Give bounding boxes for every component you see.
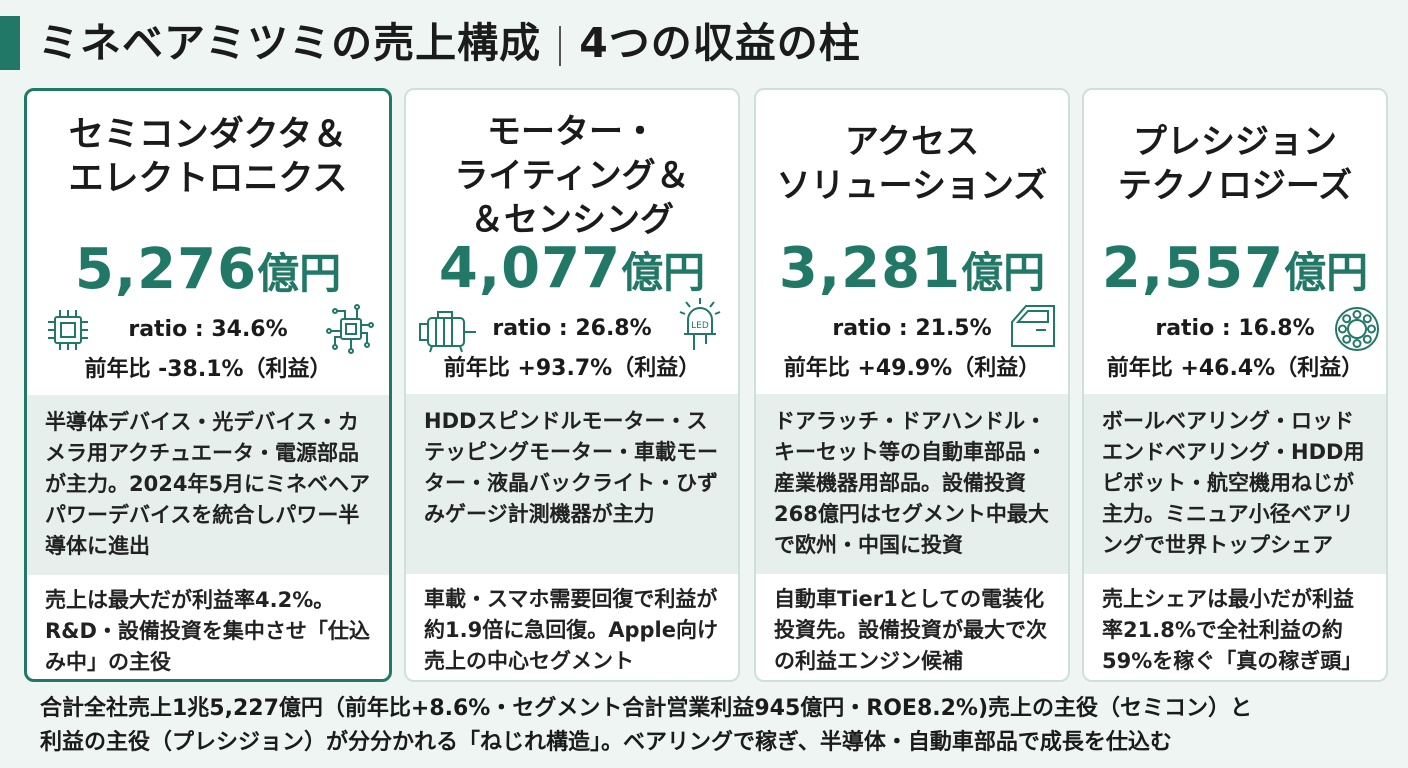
segment-revenue-unit: 億円 (1284, 248, 1369, 297)
car-door-icon (1008, 302, 1058, 350)
segment-profit-yoy: 前年比 +46.4%（利益） (1106, 356, 1364, 381)
segment-revenue-amount: 2,557 (1101, 236, 1285, 301)
segment-ratio: ratio : 16.8% (1155, 316, 1315, 341)
segment-revenue: 4,077億円 (406, 236, 738, 301)
segment-description: HDDスピンドルモーター・ステッピングモーター・車載モーター・液晶バックライト・… (406, 394, 738, 574)
segment-card-precision: プレシジョン テクノロジーズ 2,557億円 ratio : 16.8% 前年比… (1082, 88, 1388, 682)
segment-revenue-amount: 5,276 (74, 237, 258, 302)
segment-description: ドアラッチ・ドアハンドル・キーセット等の自動車部品・産業機器用部品。設備投資26… (756, 394, 1068, 574)
title-accent-bar (0, 16, 20, 70)
segment-name: プレシジョン テクノロジーズ (1117, 122, 1353, 206)
segment-description: ボールベアリング・ロッドエンドベアリング・HDD用ピボット・航空機用ねじが主力。… (1084, 394, 1386, 574)
led-icon: LED (676, 296, 724, 352)
motor-icon (416, 310, 480, 354)
page-title: ミネベアミツミの売上構成 4つの収益の柱 (38, 12, 861, 74)
segment-card-access: アクセス ソリューションズ 3,281億円 ratio : 21.5% 前年比 … (754, 88, 1070, 682)
segment-profit-yoy: 前年比 +93.7%（利益） (443, 356, 701, 381)
segment-revenue-unit: 億円 (257, 249, 342, 298)
segment-note: 車載・スマホ需要回復で利益が約1.9倍に急回復。Apple向け売上の中心セグメン… (424, 587, 718, 673)
segment-ratio: ratio : 21.5% (832, 316, 992, 341)
page-title-sub: 4つの収益の柱 (579, 19, 861, 67)
segment-revenue: 3,281億円 (756, 236, 1068, 301)
segment-name: アクセス ソリューションズ (776, 122, 1048, 206)
summary-footer: 合計全社売上1兆5,227億円（前年比+8.6%・セグメント合計営業利益945億… (40, 692, 1380, 760)
segment-revenue: 5,276億円 (27, 237, 389, 302)
segment-revenue-amount: 3,281 (778, 236, 962, 301)
segment-profit-yoy: 前年比 +49.9%（利益） (783, 356, 1041, 381)
segment-card-motor: モーター・ ライティング＆ ＆センシング 4,077億円 LED ratio :… (404, 88, 740, 682)
bearing-icon (1334, 306, 1380, 352)
segment-ratio: ratio : 26.8% (492, 316, 652, 341)
page-title-main: ミネベアミツミの売上構成 (38, 19, 542, 67)
circuit-icon (325, 303, 377, 355)
segment-card-semiconductor: セミコンダクタ＆ エレクトロニクス 5,276億円 ratio : 34.6% … (24, 88, 392, 682)
title-separator (559, 26, 562, 66)
chip-icon (45, 307, 91, 353)
segment-note: 売上は最大だが利益率4.2%。R&D・設備投資を集中させ「仕込み中」の主役 (45, 588, 370, 674)
segment-revenue: 2,557億円 (1084, 236, 1386, 301)
led-label: LED (691, 321, 709, 331)
segment-revenue-unit: 億円 (961, 248, 1046, 297)
summary-line-1: 合計全社売上1兆5,227億円（前年比+8.6%・セグメント合計営業利益945億… (40, 696, 1253, 721)
segment-name: モーター・ ライティング＆ ＆センシング (454, 112, 690, 240)
segment-revenue-unit: 億円 (621, 248, 706, 297)
summary-line-2: 利益の主役（プレシジョン）が分分かれる「ねじれ構造」。ベアリングで稼ぎ、半導体・… (40, 730, 1172, 755)
segment-description: 半導体デバイス・光デバイス・カメラ用アクチュエータ・電源部品が主力。2024年5… (27, 395, 389, 575)
segment-ratio: ratio : 34.6% (128, 317, 288, 342)
segment-note: 自動車Tier1としての電装化投資先。設備投資が最大で次の利益エンジン候補 (774, 587, 1047, 673)
segment-profit-yoy: 前年比 -38.1%（利益） (84, 357, 332, 382)
segment-name: セミコンダクタ＆ エレクトロニクス (68, 115, 348, 199)
segment-note: 売上シェアは最小だが利益率21.8%で全社利益の約59%を稼ぐ「真の稼ぎ頭」 (1102, 587, 1363, 673)
segment-revenue-amount: 4,077 (438, 236, 622, 301)
